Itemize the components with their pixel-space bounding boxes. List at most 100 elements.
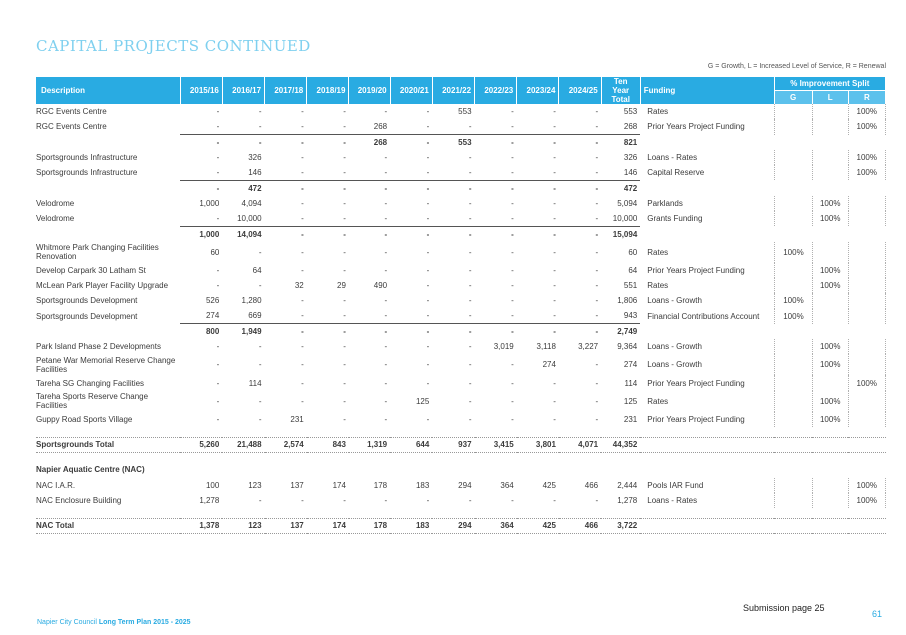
year-value: - — [553, 311, 556, 321]
year-value: - — [343, 496, 346, 506]
split-level-of-service: 100% — [811, 390, 849, 412]
split-renewal: 100% — [847, 375, 887, 391]
year-value: - — [384, 107, 388, 117]
ten-year-total: 1,278 — [617, 496, 638, 506]
split-level-of-service: 100% — [811, 262, 849, 278]
split-renewal: 100% — [847, 149, 887, 166]
col-header-ten-year-total: Ten Year Total — [601, 77, 641, 104]
year-value: - — [511, 122, 514, 132]
year-value: - — [216, 396, 220, 406]
row-description: Velodrome — [36, 198, 75, 208]
year-value: 294 — [432, 517, 475, 535]
year-value: - — [216, 360, 220, 370]
table-row: Sportsgrounds Infrastructure - 326 - - - - - - - -… — [36, 149, 887, 166]
ten-year-total: 64 — [628, 265, 638, 275]
year-value: - — [384, 396, 388, 406]
split-level-of-service — [811, 293, 849, 309]
year-value: 843 — [306, 436, 349, 453]
year-value: - — [558, 323, 602, 340]
page-number: 61 — [872, 609, 883, 619]
year-value: - — [264, 179, 307, 196]
year-value: 3,227 — [578, 342, 599, 352]
split-growth: 100% — [773, 241, 813, 263]
row-description: Velodrome — [36, 214, 75, 224]
year-value: - — [511, 107, 514, 117]
funding-source: Prior Years Project Funding — [647, 265, 745, 275]
split-level-of-service: 100% — [811, 339, 849, 355]
split-growth — [773, 354, 813, 376]
table-row: Petane War Memorial Reserve Change Facil… — [36, 354, 887, 376]
year-value: - — [216, 342, 220, 352]
year-value: - — [516, 179, 559, 196]
funding-source: Rates — [647, 247, 669, 257]
row-description: Sportsgrounds Development — [36, 296, 138, 306]
year-value: - — [301, 265, 304, 275]
year-value: - — [384, 168, 388, 178]
year-value: - — [426, 414, 430, 424]
footer-caption: Napier City Council Long Term Plan 2015 … — [37, 619, 191, 626]
year-value: - — [468, 281, 472, 291]
year-value: - — [343, 360, 346, 370]
year-value: - — [348, 225, 391, 242]
funding-source: Pools IAR Fund — [647, 480, 704, 490]
year-value: - — [258, 360, 262, 370]
year-value: - — [595, 360, 599, 370]
split-growth — [773, 211, 813, 227]
subtotal-row: 1,000 14,094- - - - - - - -15,094 — [36, 225, 886, 242]
year-value: - — [511, 378, 514, 388]
year-value: 2,574 — [264, 436, 307, 453]
spacer-cell — [36, 427, 886, 437]
year-value: - — [553, 213, 556, 223]
year-value: - — [474, 225, 517, 242]
year-value: - — [301, 396, 304, 406]
ten-year-total: 821 — [601, 134, 641, 150]
col-header-year: 2020/21 — [390, 77, 433, 104]
year-value: - — [384, 247, 388, 257]
year-value: - — [511, 281, 514, 291]
row-description: Sportsgrounds Infrastructure — [36, 153, 138, 163]
year-value: - — [516, 134, 559, 150]
row-description: Tareha SG Changing Facilities — [36, 378, 145, 388]
year-value: - — [511, 213, 514, 223]
ten-year-total: 5,094 — [617, 198, 638, 208]
ten-year-total: 146 — [623, 168, 638, 178]
funding-source: Loans - Growth — [647, 296, 702, 306]
year-value: - — [343, 153, 346, 163]
year-value: - — [384, 153, 388, 163]
year-value: - — [511, 265, 514, 275]
split-renewal: 100% — [847, 165, 887, 181]
year-value: - — [511, 296, 514, 306]
year-value: 114 — [248, 378, 262, 388]
year-value: 14,094 — [222, 225, 265, 242]
year-value: - — [595, 153, 599, 163]
split-growth — [773, 492, 813, 509]
year-value: 64 — [252, 265, 262, 275]
year-value: - — [468, 311, 472, 321]
year-value: - — [595, 296, 599, 306]
year-value: - — [468, 213, 472, 223]
split-legend-note: G = Growth, L = Increased Level of Servi… — [707, 63, 886, 70]
year-value: - — [468, 342, 472, 352]
year-value: 472 — [222, 179, 265, 196]
year-value: - — [553, 296, 556, 306]
row-description: NAC Total — [36, 517, 181, 535]
ten-year-total: 3,722 — [601, 517, 641, 535]
year-value: - — [301, 296, 304, 306]
split-growth — [773, 339, 813, 355]
year-value: - — [426, 107, 430, 117]
table-row: Guppy Road Sports Village - - 231 - - - - - - - 231… — [36, 411, 887, 428]
ten-year-total: 553 — [623, 107, 638, 117]
split-growth — [773, 165, 813, 181]
funding-source: Loans - Rates — [647, 153, 698, 163]
spacer-cell — [36, 452, 886, 462]
split-growth — [773, 262, 813, 278]
year-value: 268 — [348, 134, 391, 150]
year-value: - — [511, 311, 514, 321]
year-value: - — [558, 225, 602, 242]
year-value: - — [595, 281, 599, 291]
year-value: - — [301, 247, 304, 257]
page-title: CAPITAL PROJECTS CONTINUED — [36, 37, 311, 55]
split-level-of-service — [811, 104, 849, 120]
year-value: 669 — [248, 311, 262, 321]
subtotal-row: 800 1,949- - - - - - - -2,749 — [36, 323, 886, 340]
